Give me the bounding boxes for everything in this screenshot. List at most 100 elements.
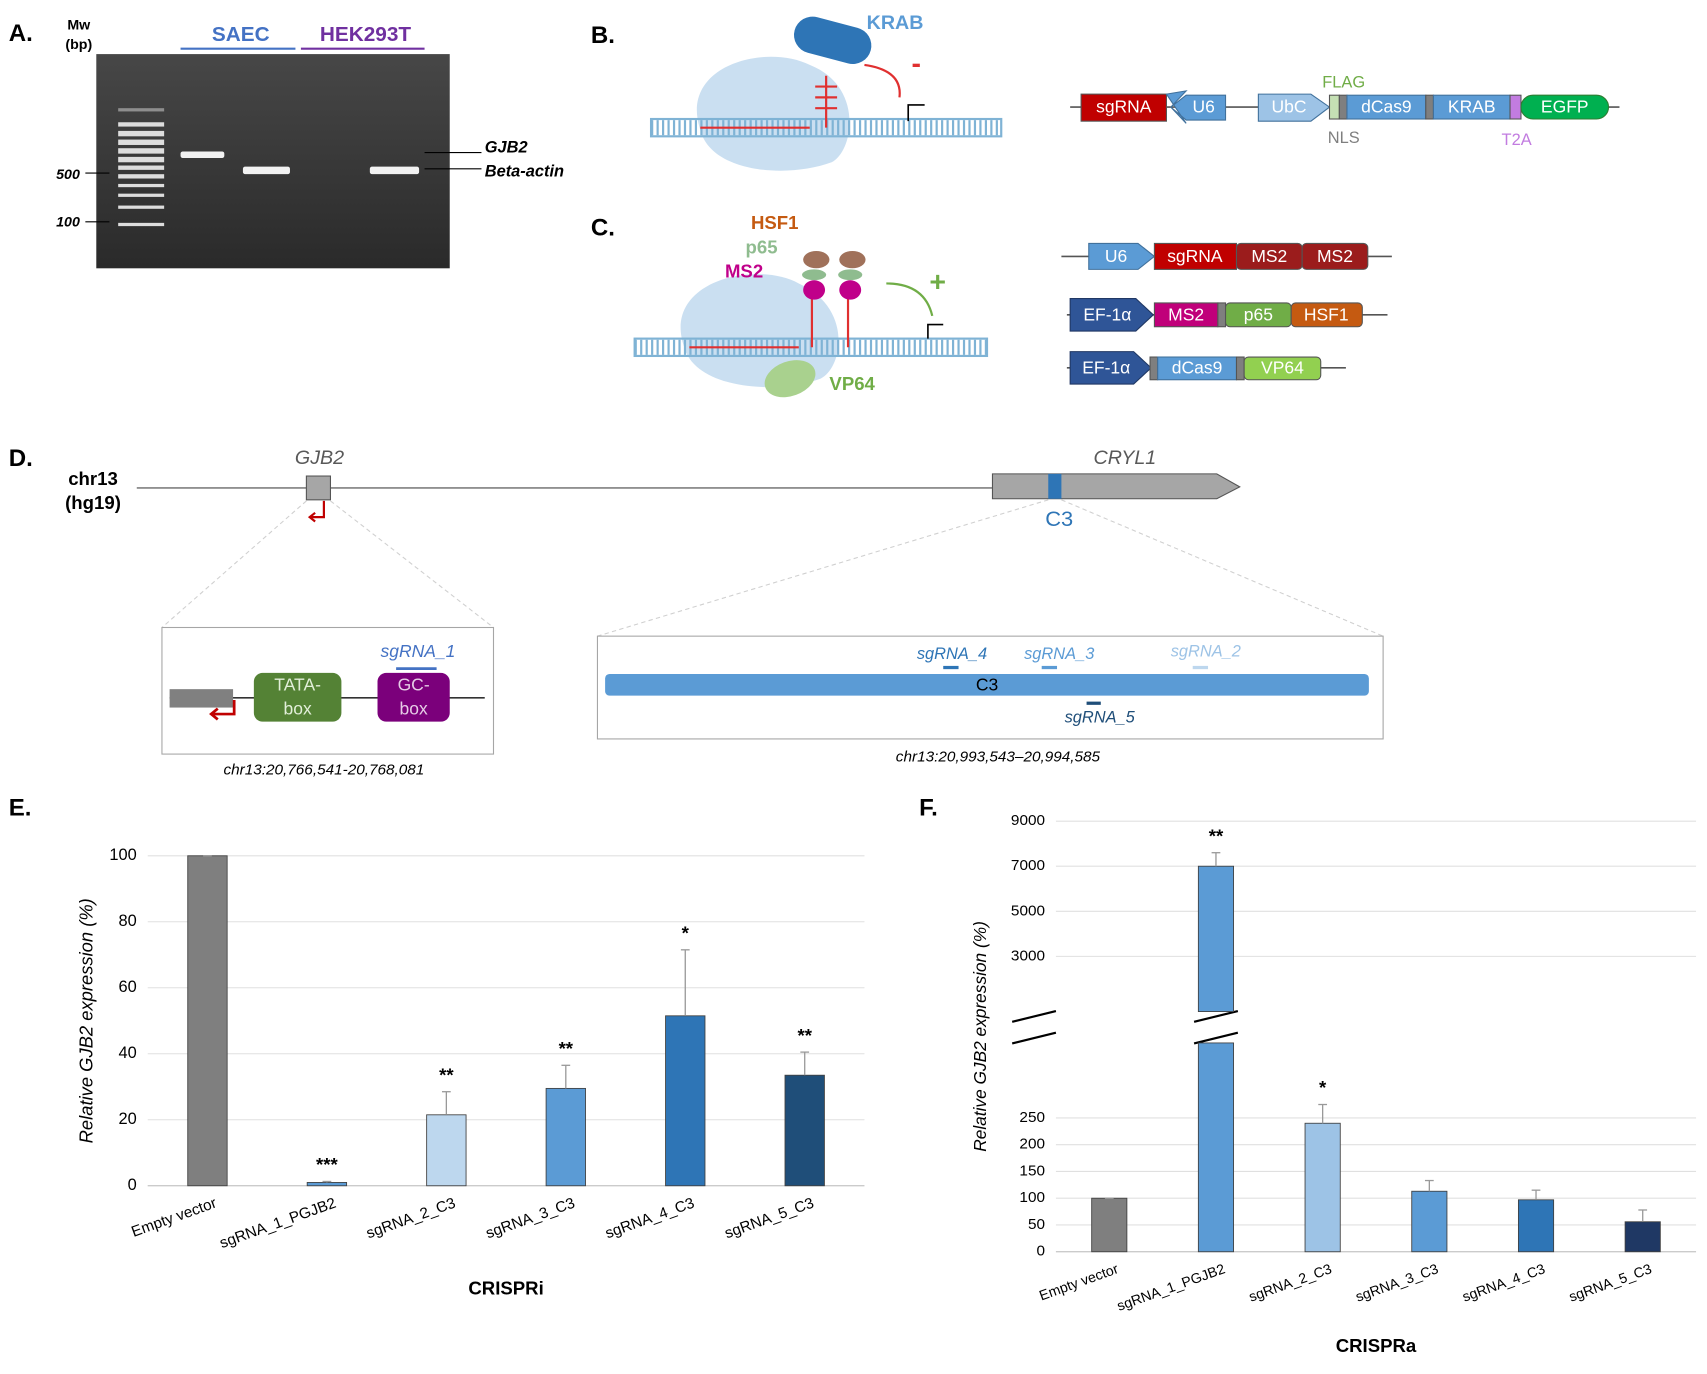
element <box>1153 242 1238 270</box>
sgrna-shape <box>700 75 838 129</box>
repression-sign: - <box>911 46 920 78</box>
y-tick-label: 20 <box>119 1110 137 1128</box>
element-label: KRAB <box>1448 97 1496 117</box>
sgrna-label: sgRNA_5 <box>1065 709 1136 727</box>
element-label: U6 <box>1105 246 1127 266</box>
y-tick-label: 0 <box>1036 1243 1045 1260</box>
dcas9-shape <box>696 56 850 171</box>
element <box>1235 356 1245 381</box>
element-label: FLAG <box>1322 74 1365 92</box>
element <box>1509 94 1522 120</box>
y-tick-label: 250 <box>1019 1109 1045 1126</box>
element-label: U6 <box>1192 97 1214 117</box>
panel-d: D. chr13 (hg19) GJB2 CRYL1 C3 TATA- box … <box>9 445 1384 778</box>
coordinates: chr13:20,766,541-20,768,081 <box>223 761 424 778</box>
promoter <box>1088 242 1156 270</box>
tata-box <box>253 672 342 722</box>
domain-label: p65 <box>746 237 778 258</box>
element <box>1243 356 1322 381</box>
marker-label: 500 <box>56 166 80 182</box>
bar <box>426 1114 467 1187</box>
tss-arrow <box>209 699 236 721</box>
promoter <box>1069 298 1155 332</box>
bar <box>1197 865 1235 1012</box>
element <box>1338 94 1348 120</box>
mw-label: Mw <box>67 17 91 33</box>
y-tick-label: 7000 <box>1011 857 1045 874</box>
region-label: C3 <box>1045 506 1073 531</box>
hsf1-domain <box>839 250 866 269</box>
build-label: (hg19) <box>65 492 121 513</box>
tss-arrow <box>927 323 944 339</box>
region-bar <box>605 674 1369 696</box>
zoom-lines <box>161 499 1384 637</box>
significance: ** <box>1209 826 1224 847</box>
panel-label: A. <box>9 20 33 47</box>
x-tick-label: sgRNA_4_C3 <box>603 1195 697 1243</box>
axis-break <box>1011 1031 1057 1045</box>
panel-c: C. HSF1 p65 MS2 VP64 + U6 sgRNA MS2 MS2 … <box>591 212 1392 398</box>
y-axis-label: Relative GJB2 expression (%) <box>970 921 990 1152</box>
gene-label: GJB2 <box>295 447 344 469</box>
sgrna-label: sgRNA_3 <box>1024 645 1094 663</box>
domain-label: VP64 <box>829 373 875 394</box>
x-tick-label: sgRNA_2_C3 <box>1247 1260 1334 1304</box>
sgrna-label: sgRNA_4 <box>917 645 987 663</box>
x-axis-label: CRISPRi <box>468 1278 543 1299</box>
ms2-domain <box>839 280 862 300</box>
element <box>1425 94 1434 120</box>
panel-b: B. KRAB - sgRNA U6 UbC FLAG NLS dCas9 KR… <box>591 12 1620 171</box>
bar <box>187 855 228 1187</box>
p65-domain <box>838 269 863 281</box>
element-label: EGFP <box>1541 97 1589 117</box>
element <box>1520 94 1610 120</box>
marker-label: 100 <box>56 214 80 230</box>
x-tick-label: sgRNA_3_C3 <box>1353 1260 1440 1304</box>
y-tick-label: 3000 <box>1011 947 1045 964</box>
significance: * <box>1319 1077 1327 1098</box>
promoter <box>1257 93 1331 122</box>
bar <box>1091 1197 1128 1253</box>
ms2-domain <box>803 280 826 300</box>
element-label: MS2 <box>1251 246 1287 266</box>
gc-box <box>377 672 450 722</box>
promoter <box>1165 90 1227 124</box>
element-label: MS2 <box>1317 246 1353 266</box>
bar <box>1411 1190 1448 1253</box>
gene-label: CRYL1 <box>1093 447 1156 469</box>
tss-arrow <box>907 104 925 122</box>
box-label: box <box>400 698 429 718</box>
x-tick-label: sgRNA_1_PGJB2 <box>217 1195 338 1252</box>
element <box>1149 356 1159 381</box>
x-tick-label: sgRNA_2_C3 <box>364 1195 458 1243</box>
x-tick-label: sgRNA_5_C3 <box>1567 1260 1654 1304</box>
bar <box>1624 1221 1661 1253</box>
bar <box>545 1087 586 1187</box>
panel-label: E. <box>9 795 32 822</box>
gene <box>991 473 1241 500</box>
element <box>1080 93 1167 122</box>
y-tick-label: 200 <box>1019 1136 1045 1153</box>
dcas9-shape <box>680 274 839 388</box>
box-label: GC- <box>398 675 430 695</box>
element-label: EF-1α <box>1082 358 1130 378</box>
domain-label: HSF1 <box>751 212 799 233</box>
axis-break <box>1011 1009 1057 1023</box>
y-tick-label: 150 <box>1019 1163 1045 1180</box>
bar <box>306 1182 348 1187</box>
x-tick-label: sgRNA_3_C3 <box>484 1195 578 1243</box>
element-label: VP64 <box>1261 358 1304 378</box>
chromosome-label: chr13 <box>68 468 118 489</box>
gel-band <box>369 166 420 175</box>
y-tick-label: 100 <box>109 846 136 864</box>
domain-label: KRAB <box>867 12 924 34</box>
y-tick-label: 5000 <box>1011 902 1045 919</box>
y-tick-label: 100 <box>1019 1189 1045 1206</box>
element-label: dCas9 <box>1172 358 1223 378</box>
panel-label: F. <box>919 795 938 822</box>
band-label: GJB2 <box>485 139 528 157</box>
bar <box>1304 1122 1341 1253</box>
element-label: dCas9 <box>1361 97 1412 117</box>
vp64-domain <box>764 360 816 398</box>
panel-label: B. <box>591 22 615 49</box>
